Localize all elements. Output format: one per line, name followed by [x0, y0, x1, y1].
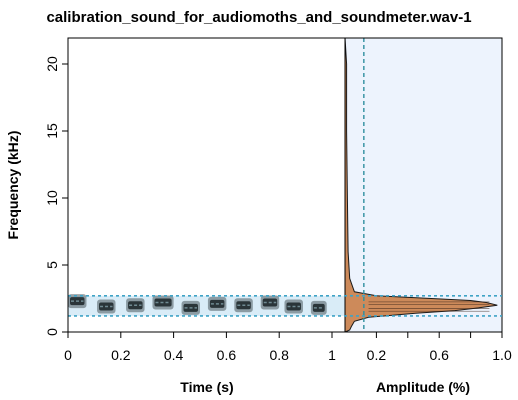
- x-tick-label: 0: [64, 347, 72, 363]
- x-tick-label: 0.4: [164, 347, 184, 363]
- x-tick-label: 0.2: [111, 347, 131, 363]
- tone-segment: [152, 295, 174, 310]
- spectrogram-panel: [68, 294, 345, 316]
- amplitude-tick-label: 0.2: [367, 347, 387, 363]
- tone-segment: [181, 300, 200, 315]
- x-tick-label: 0.8: [269, 347, 289, 363]
- amplitude-panel: [345, 38, 502, 332]
- tone-segment: [260, 295, 280, 310]
- spectrogram-frame: [67, 37, 346, 333]
- amplitude-background: [345, 38, 502, 332]
- x-axis-label-amplitude: Amplitude (%): [376, 379, 470, 395]
- tone-segment: [97, 299, 116, 314]
- y-tick-label: 10: [44, 190, 60, 206]
- y-tick-label: 0: [44, 328, 60, 336]
- amplitude-tick-label: 1.0: [492, 347, 512, 363]
- x-axis-label-time: Time (s): [180, 379, 233, 395]
- x-tick-label: 1: [328, 347, 336, 363]
- y-tick-label: 5: [44, 261, 60, 269]
- spectrum-area: [345, 38, 498, 332]
- tone-segment: [234, 298, 253, 313]
- tone-segment: [126, 298, 145, 313]
- tone-segment: [207, 296, 227, 311]
- y-axis-label: Frequency (kHz): [5, 131, 21, 240]
- amplitude-tick-label: 0.6: [429, 347, 449, 363]
- tone-segment: [310, 300, 327, 315]
- tone-segment: [68, 294, 87, 309]
- y-tick-label: 15: [44, 123, 60, 139]
- tone-segment: [284, 299, 303, 314]
- y-tick-label: 20: [44, 56, 60, 72]
- x-tick-label: 0.6: [217, 347, 237, 363]
- chart-title: calibration_sound_for_audiomoths_and_sou…: [46, 9, 471, 26]
